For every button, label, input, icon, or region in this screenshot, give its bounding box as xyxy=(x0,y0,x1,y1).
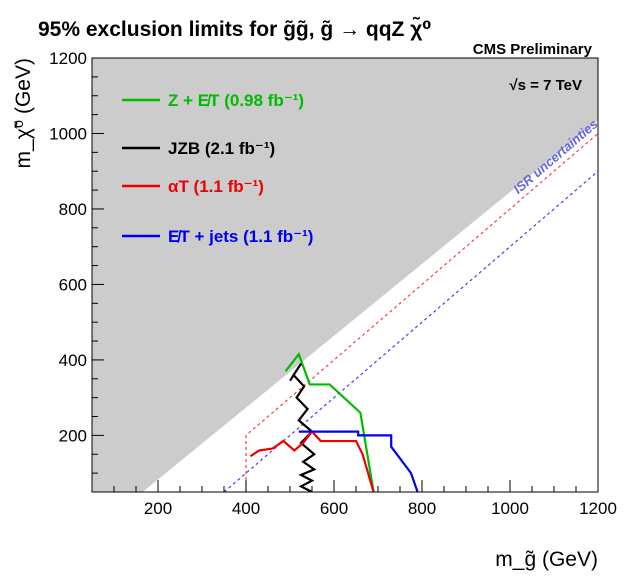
excluded-region xyxy=(92,58,598,492)
y-axis: 200 400 600 800 1000 1200 xyxy=(49,49,104,474)
legend: Z + E̸T (0.98 fb⁻¹) JZB (2.1 fb⁻¹) αT (1.1… xyxy=(122,91,313,246)
isr-band-group xyxy=(223,133,598,492)
x-tick-label: 800 xyxy=(408,499,436,518)
y-tick-label: 800 xyxy=(59,200,87,219)
energy-label: √s = 7 TeV xyxy=(509,77,582,94)
y-tick-label: 1200 xyxy=(49,49,87,68)
series-line xyxy=(284,352,375,492)
x-tick-label: 1000 xyxy=(491,499,529,518)
series-line xyxy=(289,363,317,492)
x-tick-label: 1200 xyxy=(579,499,617,518)
x-tick-label: 600 xyxy=(320,499,348,518)
legend-entry: Z + E̸T (0.98 fb⁻¹) xyxy=(168,91,304,110)
series-group xyxy=(249,352,419,492)
legend-entry: E̸T + jets (1.1 fb⁻¹) xyxy=(168,227,313,246)
y-tick-label: 200 xyxy=(59,426,87,445)
legend-entry: αT (1.1 fb⁻¹) xyxy=(168,177,264,196)
y-tick-label: 400 xyxy=(59,351,87,370)
series-line xyxy=(298,430,419,492)
series-line xyxy=(249,429,375,492)
x-tick-label: 200 xyxy=(144,499,172,518)
y-tick-label: 600 xyxy=(59,275,87,294)
x-axis-label: m_g̃ (GeV) xyxy=(495,548,598,571)
isr-band-line xyxy=(223,170,598,492)
chart-subtitle: CMS Preliminary xyxy=(473,41,593,58)
plot-frame xyxy=(91,57,599,493)
x-tick-label: 400 xyxy=(232,499,260,518)
x-axis: 200 400 600 800 1000 1200 xyxy=(113,480,617,518)
legend-entry: JZB (2.1 fb⁻¹) xyxy=(168,139,275,158)
chart-title: 95% exclusion limits for g̃g̃, g̃ → qqZ … xyxy=(38,17,432,41)
y-axis-label: m_χ̃⁰ (GeV) xyxy=(12,58,35,168)
y-tick-label: 1000 xyxy=(49,124,87,143)
isr-band-line xyxy=(245,133,598,492)
